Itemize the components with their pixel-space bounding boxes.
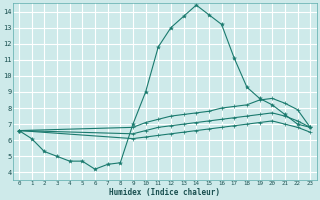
X-axis label: Humidex (Indice chaleur): Humidex (Indice chaleur) <box>109 188 220 197</box>
